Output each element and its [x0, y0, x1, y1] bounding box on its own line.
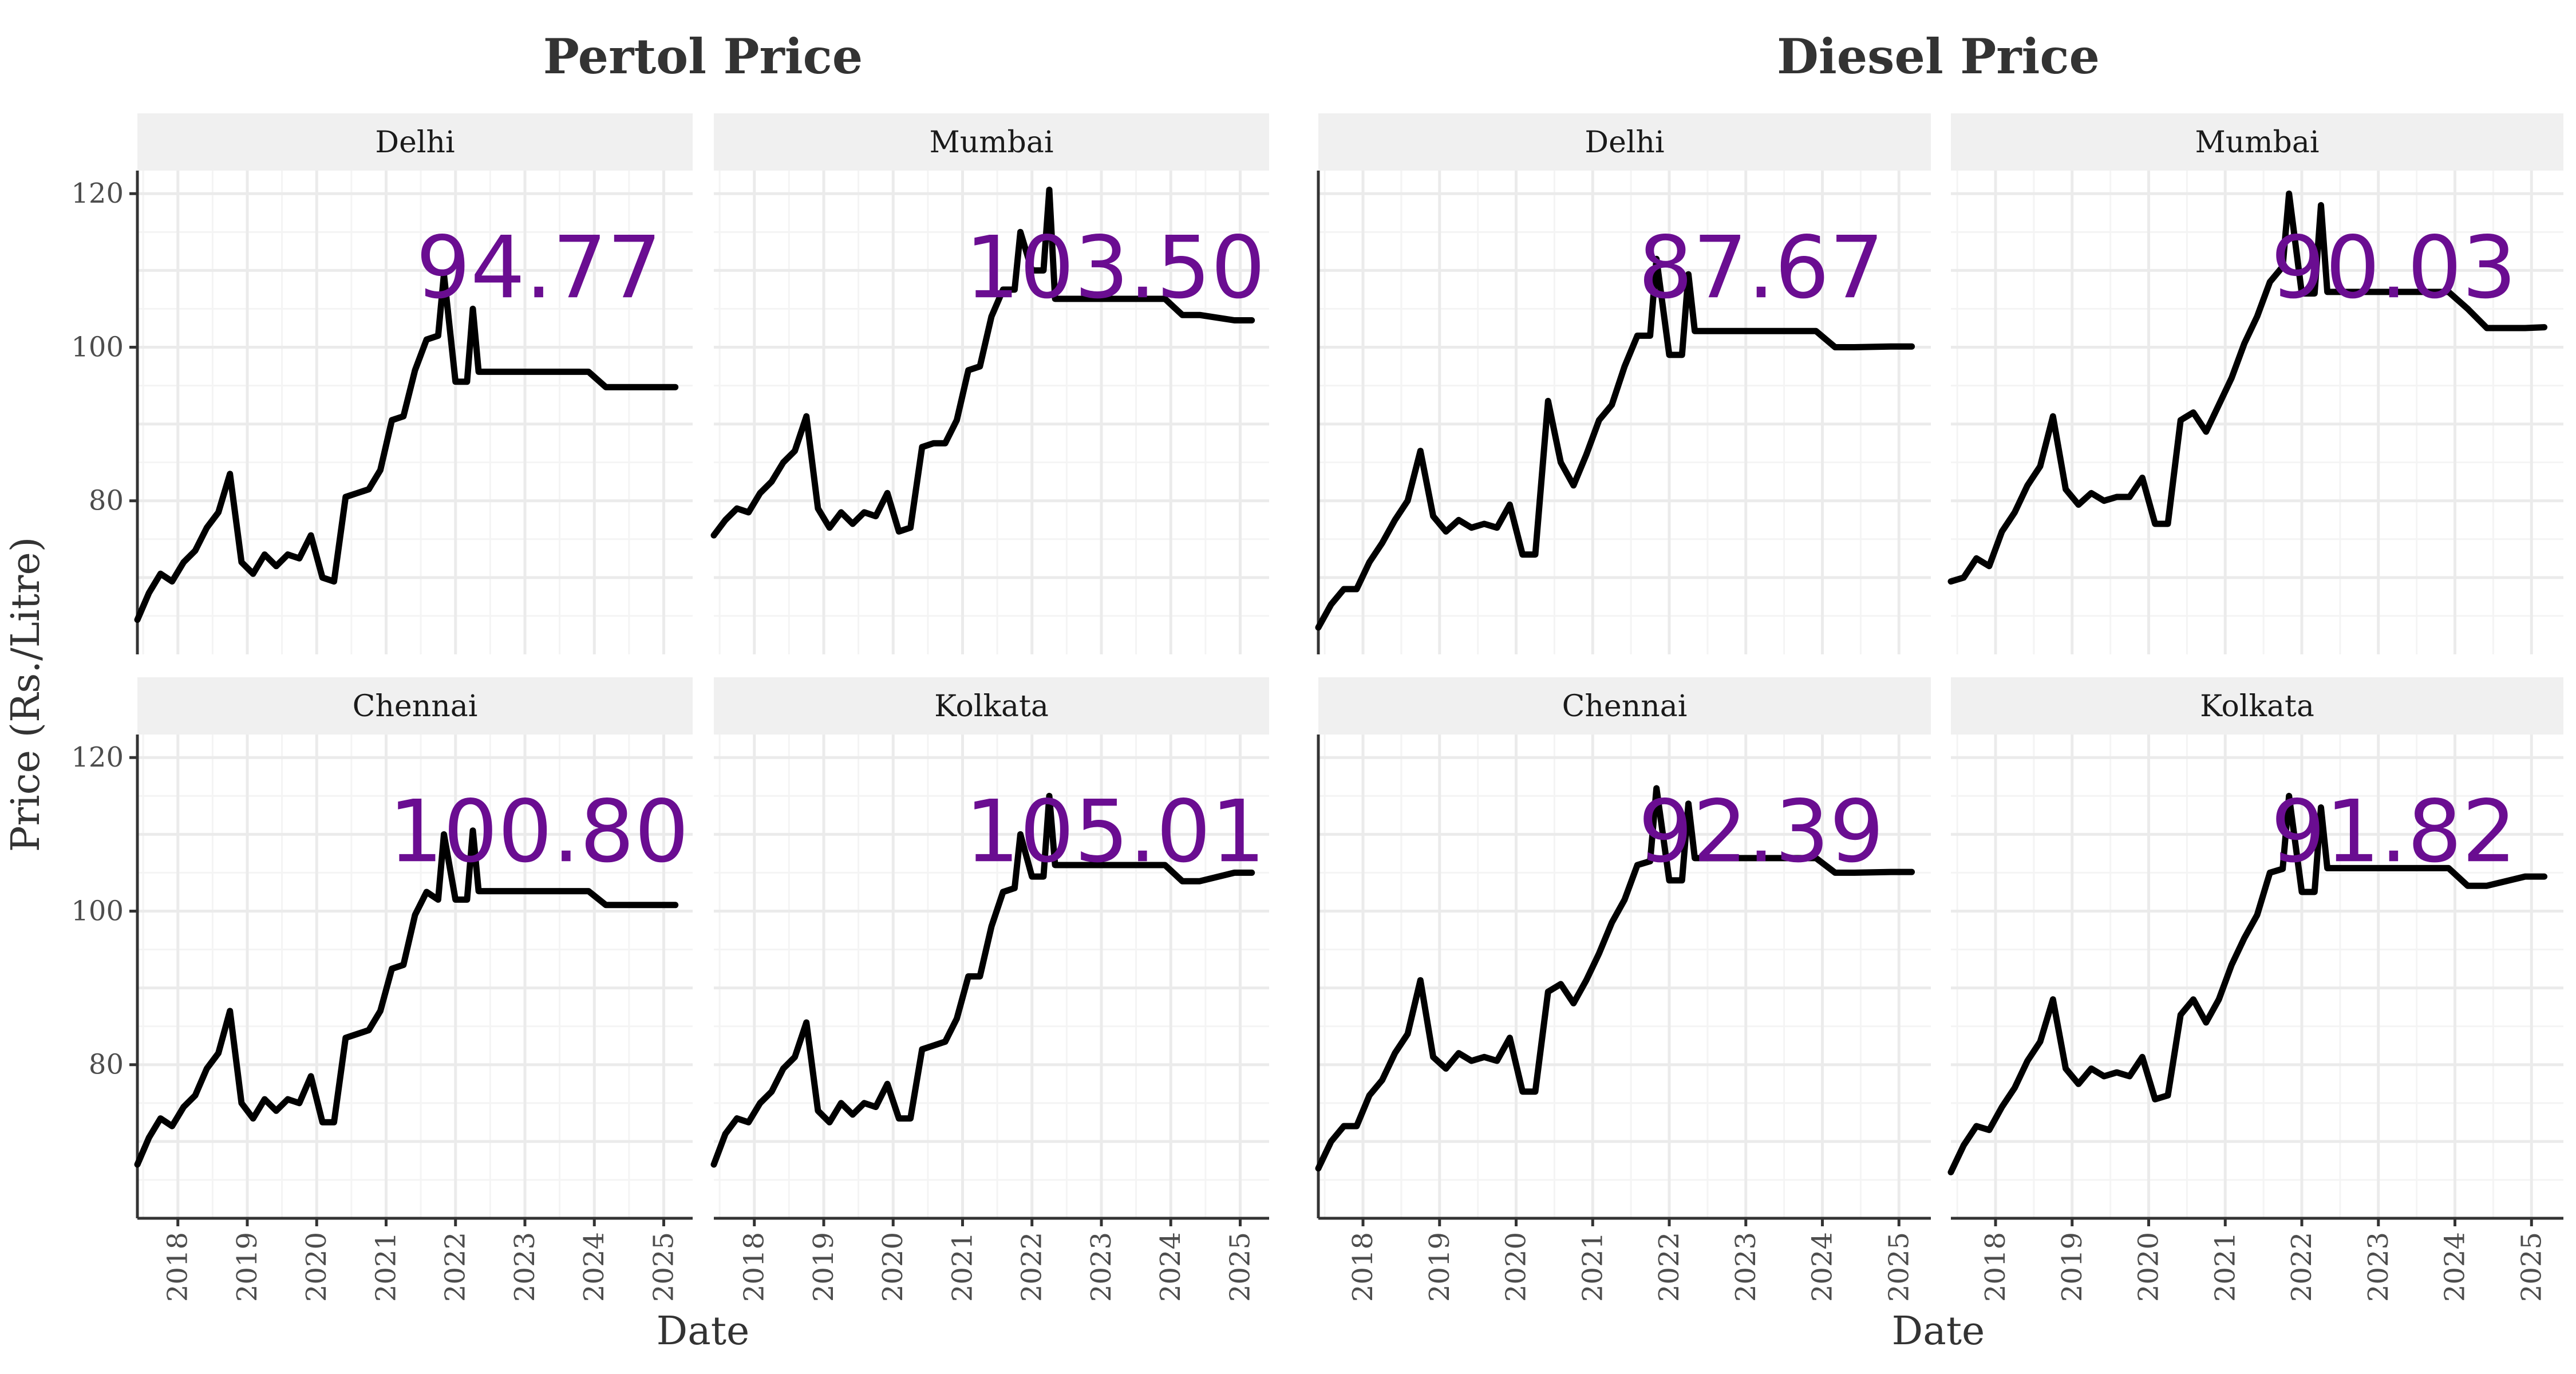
x-tick-label: 2021 — [370, 1232, 402, 1302]
x-tick-label: 2022 — [1016, 1232, 1048, 1302]
facet-label-0-0: Delhi — [375, 125, 455, 160]
x-tick-label: 2019 — [231, 1232, 263, 1302]
minor-grid-0-2 — [137, 735, 693, 1218]
facet-strip-0-0 — [137, 113, 693, 171]
x-tick-label: 2021 — [2209, 1232, 2241, 1302]
facet-strip-1-1 — [1951, 113, 2563, 171]
x-tick-label: 2022 — [1653, 1232, 1685, 1302]
major-grid-0-3 — [714, 735, 1269, 1218]
minor-grid-0-0 — [137, 171, 693, 654]
facet-label-1-2: Chennai — [1562, 689, 1688, 724]
facet-strip-0-3 — [714, 677, 1269, 735]
facet-strip-0-1 — [714, 113, 1269, 171]
x-axis-title-1: Date — [1892, 1309, 1985, 1354]
x-tick-label: 2024 — [1807, 1232, 1839, 1302]
panel-title-0: Pertol Price — [543, 28, 863, 85]
major-grid-0-0 — [137, 171, 693, 654]
x-tick-label: 2023 — [509, 1232, 541, 1302]
x-tick-label: 2020 — [301, 1232, 333, 1302]
x-tick-label: 2020 — [1500, 1232, 1532, 1302]
latest-price-label-1-2: 92.39 — [1638, 782, 1884, 882]
latest-price-label-1-0: 87.67 — [1638, 218, 1884, 318]
price-line-1-0 — [1315, 255, 1915, 631]
x-axis-title-0: Date — [657, 1309, 750, 1354]
price-line-0-3 — [710, 792, 1255, 1168]
x-tick-label: 2019 — [2056, 1232, 2088, 1302]
y-tick-label: 80 — [89, 485, 124, 517]
x-tick-label: 2021 — [946, 1232, 978, 1302]
facet-strip-1-0 — [1318, 113, 1931, 171]
x-tick-label: 2018 — [738, 1232, 771, 1302]
price-line-0-0 — [134, 271, 679, 623]
minor-grid-1-2 — [1318, 735, 1931, 1218]
x-tick-label: 2024 — [2439, 1232, 2471, 1302]
x-tick-label: 2025 — [2515, 1232, 2547, 1302]
minor-grid-0-1 — [714, 171, 1269, 654]
x-tick-label: 2018 — [1980, 1232, 2012, 1302]
latest-price-label-0-1: 103.50 — [965, 218, 1266, 318]
price-line-0-1 — [710, 187, 1255, 539]
minor-grid-0-3 — [714, 735, 1269, 1218]
x-tick-label: 2024 — [1155, 1232, 1187, 1302]
x-tick-label: 2025 — [647, 1232, 679, 1302]
facet-strip-1-3 — [1951, 677, 2563, 735]
latest-price-label-0-3: 105.01 — [965, 782, 1266, 882]
x-tick-label: 2023 — [1085, 1232, 1117, 1302]
x-tick-label: 2023 — [1730, 1232, 1762, 1302]
minor-grid-1-1 — [1951, 171, 2563, 654]
x-tick-label: 2018 — [162, 1232, 194, 1302]
x-tick-label: 2025 — [1883, 1232, 1915, 1302]
latest-price-label-1-3: 91.82 — [2271, 782, 2516, 882]
latest-price-label-0-2: 100.80 — [389, 782, 689, 882]
x-tick-label: 2023 — [2362, 1232, 2395, 1302]
x-tick-label: 2024 — [578, 1232, 610, 1302]
price-line-0-2 — [134, 827, 679, 1168]
major-grid-0-1 — [714, 171, 1269, 654]
minor-grid-1-0 — [1318, 171, 1931, 654]
price-line-1-1 — [1947, 190, 2548, 585]
facet-label-0-3: Kolkata — [934, 689, 1049, 724]
x-tick-label: 2019 — [1424, 1232, 1456, 1302]
x-tick-label: 2020 — [2133, 1232, 2165, 1302]
price-line-1-2 — [1315, 785, 1915, 1172]
facet-strip-1-2 — [1318, 677, 1931, 735]
x-tick-label: 2025 — [1224, 1232, 1256, 1302]
facet-strip-0-2 — [137, 677, 693, 735]
major-grid-1-2 — [1318, 735, 1931, 1218]
panel-title-1: Diesel Price — [1777, 28, 2100, 85]
y-tick-label: 120 — [71, 741, 124, 773]
y-tick-label: 80 — [89, 1049, 124, 1081]
facet-label-1-0: Delhi — [1585, 125, 1664, 160]
price-line-1-3 — [1947, 792, 2548, 1175]
major-grid-0-2 — [137, 735, 693, 1218]
major-grid-1-1 — [1951, 171, 2563, 654]
x-tick-label: 2018 — [1347, 1232, 1379, 1302]
x-tick-label: 2022 — [440, 1232, 472, 1302]
y-tick-label: 100 — [71, 895, 124, 927]
y-tick-label: 100 — [71, 331, 124, 363]
latest-price-label-1-1: 90.03 — [2271, 218, 2516, 318]
latest-price-label-0-0: 94.77 — [416, 218, 662, 318]
facet-label-1-1: Mumbai — [2195, 125, 2320, 160]
facet-label-0-2: Chennai — [353, 689, 478, 724]
y-tick-label: 120 — [71, 177, 124, 210]
facet-label-0-1: Mumbai — [930, 125, 1054, 160]
x-tick-label: 2021 — [1577, 1232, 1609, 1302]
x-tick-label: 2020 — [877, 1232, 909, 1302]
y-axis-title: Price (Rs./Litre) — [3, 537, 49, 852]
facet-label-1-3: Kolkata — [2200, 689, 2314, 724]
x-tick-label: 2019 — [808, 1232, 840, 1302]
x-tick-label: 2022 — [2286, 1232, 2318, 1302]
minor-grid-1-3 — [1951, 735, 2563, 1218]
